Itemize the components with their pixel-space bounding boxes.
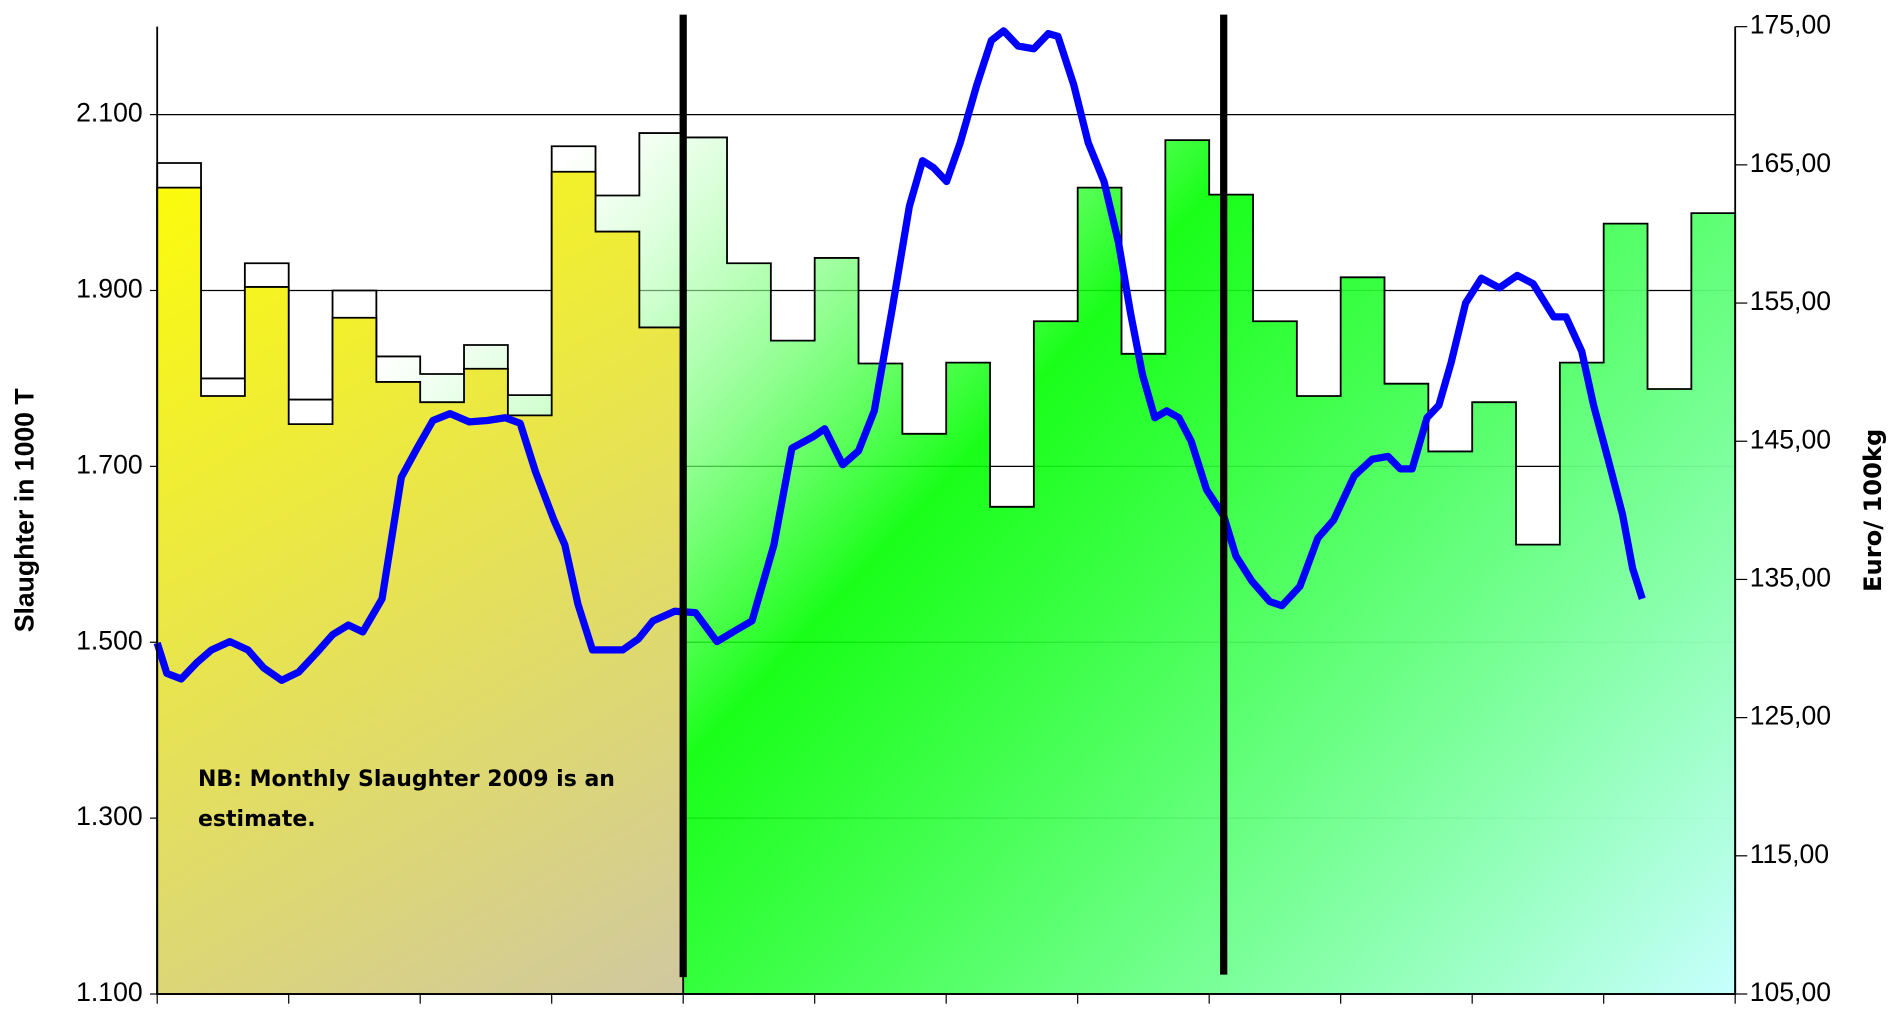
y2-tick-label: 175,00 bbox=[1750, 10, 1831, 40]
areas bbox=[156, 132, 1737, 995]
y2-tick-label: 155,00 bbox=[1750, 286, 1831, 316]
lines bbox=[153, 27, 1646, 684]
y-tick-label: 1.300 bbox=[76, 801, 143, 831]
y-tick-label: 1.500 bbox=[76, 625, 143, 655]
axes: 1.100 1.300 1.500 1.700 1.900 2.100 105,00 115,… bbox=[76, 10, 1831, 1007]
y2-tick-label: 125,00 bbox=[1750, 701, 1831, 731]
y2-tick-label: 145,00 bbox=[1750, 424, 1831, 454]
y-tick-label: 1.900 bbox=[76, 274, 143, 304]
y-tick-label: 1.700 bbox=[76, 449, 143, 479]
y-tick-label: 2.100 bbox=[76, 98, 143, 128]
y2-axis-title: Euro/ 100kg bbox=[1859, 429, 1887, 592]
y2-tick-label: 165,00 bbox=[1750, 148, 1831, 178]
y2-tick-label: 135,00 bbox=[1750, 562, 1831, 592]
y-axis-title: Slaughter in 1000 T bbox=[10, 388, 40, 632]
y2-tick-label: 115,00 bbox=[1750, 839, 1829, 869]
slaughter-area bbox=[156, 170, 685, 995]
price-line bbox=[153, 27, 1646, 684]
y-tick-label: 1.100 bbox=[76, 977, 143, 1007]
annotation: NB: Monthly Slaughter 2009 is an estimat… bbox=[198, 767, 615, 832]
y2-tick-label: 105,00 bbox=[1750, 977, 1831, 1007]
